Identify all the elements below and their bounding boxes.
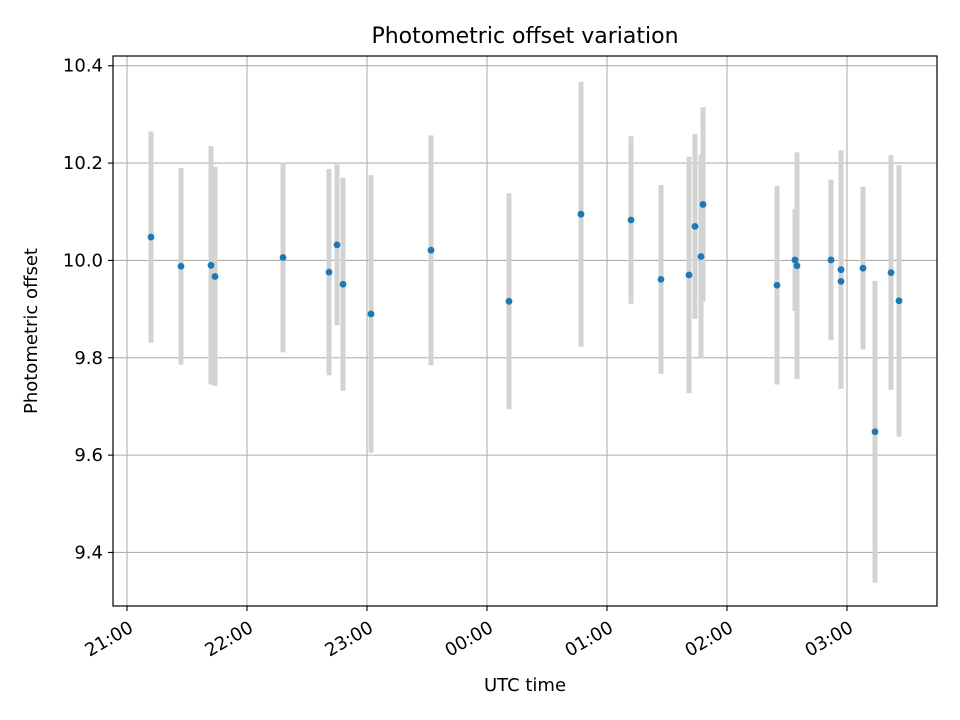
data-point: [895, 297, 903, 305]
y-tick-label: 10.2: [63, 153, 103, 174]
data-point: [279, 254, 287, 261]
y-tick-label: 9.6: [74, 445, 103, 466]
x-axis-title: UTC time: [484, 675, 566, 696]
chart-title: Photometric offset variation: [371, 24, 678, 49]
data-point: [697, 253, 705, 260]
data-point: [207, 261, 215, 269]
y-tick-label: 9.8: [74, 348, 103, 369]
data-point: [691, 222, 699, 230]
data-point: [211, 273, 219, 280]
y-axis-ticks: 9.4 9.6 9.8 10.0 10.2 10.4: [63, 56, 113, 563]
data-point: [859, 264, 867, 272]
y-tick-label: 10.0: [63, 250, 103, 271]
y-axis-title: Photometric offset: [21, 248, 42, 414]
data-point: [773, 281, 781, 289]
data-point: [791, 256, 799, 264]
data-point: [177, 262, 185, 270]
data-point: [657, 276, 665, 283]
data-point: [685, 271, 693, 279]
plot-frame: [112, 55, 938, 607]
y-tick-label: 10.4: [63, 56, 103, 77]
data-point: [367, 310, 375, 318]
grid: [113, 56, 937, 606]
data-point: [699, 201, 707, 208]
data-point: [887, 269, 895, 276]
data-point: [837, 277, 845, 285]
data-markers: [147, 201, 903, 436]
data-point: [325, 268, 333, 276]
data-point: [427, 246, 435, 254]
data-point: [505, 297, 513, 305]
data-point: [333, 241, 341, 249]
data-point: [147, 233, 155, 241]
data-point: [871, 428, 879, 436]
data-point: [577, 210, 585, 218]
data-point: [827, 256, 835, 264]
data-point: [627, 216, 635, 224]
data-point: [793, 262, 801, 270]
data-point: [837, 266, 845, 274]
y-tick-label: 9.4: [74, 542, 103, 563]
data-point: [339, 280, 347, 288]
